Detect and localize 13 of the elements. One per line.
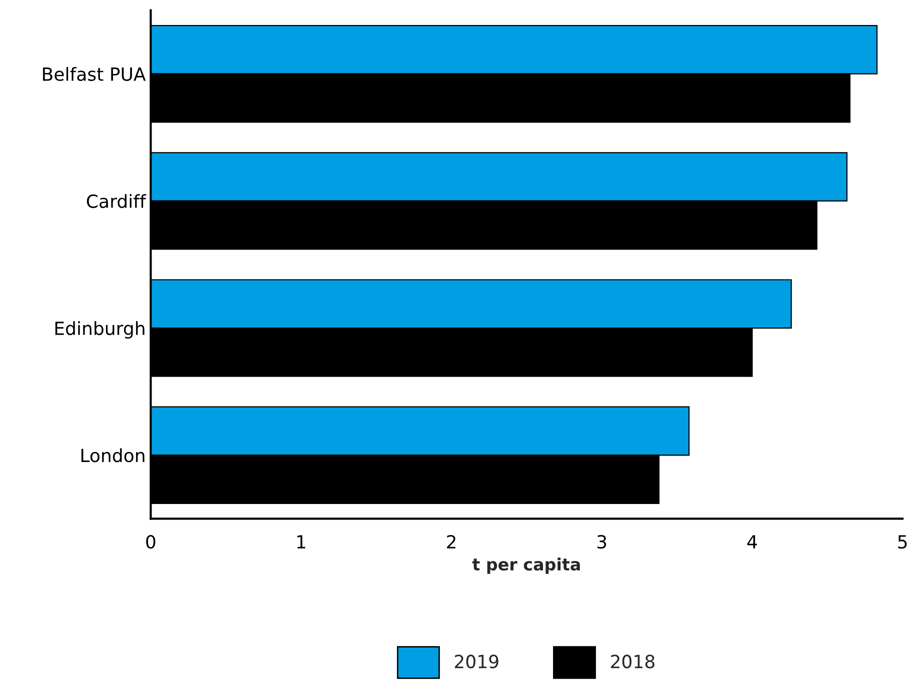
y-tick-label: Edinburgh — [55, 321, 144, 339]
x-tick-label: 3 — [597, 534, 606, 549]
legend-label: 2019 — [454, 654, 498, 668]
y-tick-label: Cardiff — [86, 194, 146, 208]
x-tick-label: 2 — [447, 534, 456, 548]
legend-label: 2018 — [611, 654, 654, 668]
x-tick-label: 1 — [297, 535, 306, 548]
x-axis-title: t per capita — [472, 558, 580, 574]
x-tick-label: 0 — [146, 534, 156, 549]
y-tick-label: London — [81, 448, 144, 462]
x-tick-label: 4 — [747, 535, 757, 548]
y-tick-label: Belfast PUA — [43, 66, 146, 81]
x-tick-label: 5 — [898, 535, 907, 549]
